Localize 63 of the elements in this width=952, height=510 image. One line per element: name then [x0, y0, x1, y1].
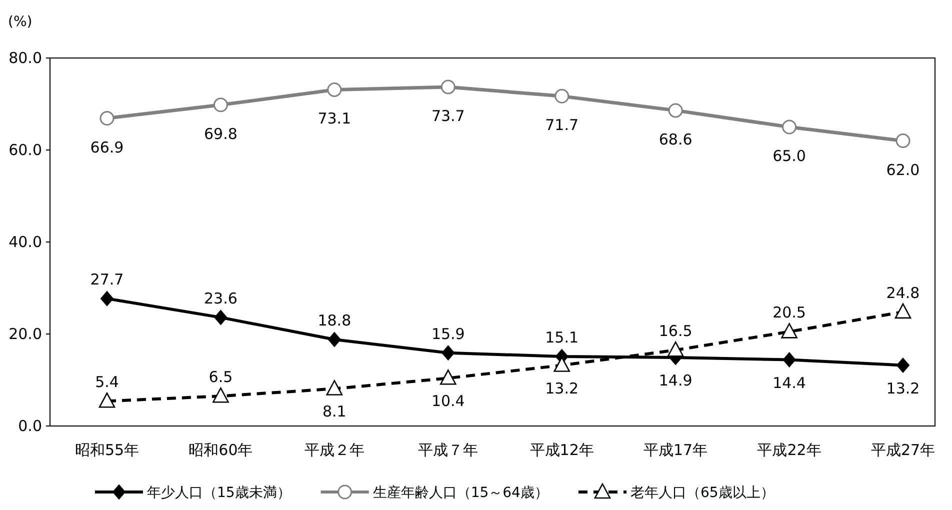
y-tick-label: 20.0 — [8, 325, 42, 343]
point — [327, 82, 342, 97]
x-tick-label: 平成27年 — [870, 441, 936, 459]
data-label: 10.4 — [431, 392, 465, 410]
data-label: 13.2 — [886, 379, 920, 398]
point — [554, 88, 570, 104]
x-tick-label: 平成２年 — [304, 441, 364, 459]
y-axis-title: (%) — [8, 14, 32, 30]
data-label: 20.5 — [772, 304, 806, 322]
point — [896, 358, 910, 373]
data-label: 15.9 — [431, 324, 465, 343]
point — [894, 303, 912, 319]
point — [440, 370, 456, 385]
data-label: 71.7 — [545, 116, 579, 134]
point — [440, 80, 456, 94]
point — [100, 291, 114, 306]
y-tick-label: 40.0 — [8, 233, 42, 251]
x-tick-label: 平成12年 — [530, 441, 594, 459]
point — [667, 341, 684, 357]
point — [326, 380, 343, 396]
data-label: 15.1 — [545, 328, 579, 347]
point — [213, 98, 228, 112]
point — [782, 352, 796, 368]
point — [442, 345, 455, 360]
x-tick-label: 昭和55年 — [74, 441, 140, 459]
data-label: 68.6 — [658, 130, 692, 148]
data-label: 27.7 — [90, 270, 124, 289]
x-tick-label: 平成22年 — [757, 441, 822, 459]
point — [214, 310, 228, 325]
data-label: 14.9 — [658, 371, 692, 390]
x-tick-label: 昭和60年 — [188, 441, 253, 459]
data-label: 69.8 — [204, 124, 238, 143]
data-label: 73.7 — [431, 106, 465, 125]
data-label: 5.4 — [95, 373, 119, 392]
data-label: 6.5 — [208, 368, 233, 386]
point — [781, 323, 798, 338]
point — [328, 332, 341, 348]
data-label: 8.1 — [322, 402, 346, 421]
legend-label: 年少人口（15歳未満） — [147, 485, 291, 501]
point — [100, 111, 114, 126]
point — [212, 387, 229, 403]
data-label: 18.8 — [318, 312, 352, 330]
legend-label: 老年人口（65歳以上） — [630, 485, 774, 501]
point — [668, 103, 683, 118]
y-tick-label: 80.0 — [8, 49, 42, 67]
data-label: 23.6 — [204, 289, 238, 308]
data-label: 73.1 — [318, 110, 352, 128]
legend-label: 生産年齢人口（15～64歳） — [372, 485, 548, 501]
point — [782, 120, 797, 134]
point — [554, 356, 570, 372]
point — [98, 392, 116, 408]
data-label: 13.2 — [545, 379, 579, 398]
x-tick-label: 平成17年 — [644, 441, 708, 459]
x-tick-label: 平成７年 — [418, 441, 478, 459]
data-label: 66.9 — [90, 138, 124, 156]
point — [896, 134, 910, 148]
y-tick-label: 0.0 — [18, 417, 42, 435]
y-tick-label: 60.0 — [8, 141, 42, 159]
data-label: 62.0 — [886, 160, 920, 179]
data-label: 16.5 — [658, 322, 692, 340]
data-label: 14.4 — [772, 374, 806, 392]
data-label: 65.0 — [772, 147, 806, 165]
data-label: 24.8 — [886, 284, 920, 302]
